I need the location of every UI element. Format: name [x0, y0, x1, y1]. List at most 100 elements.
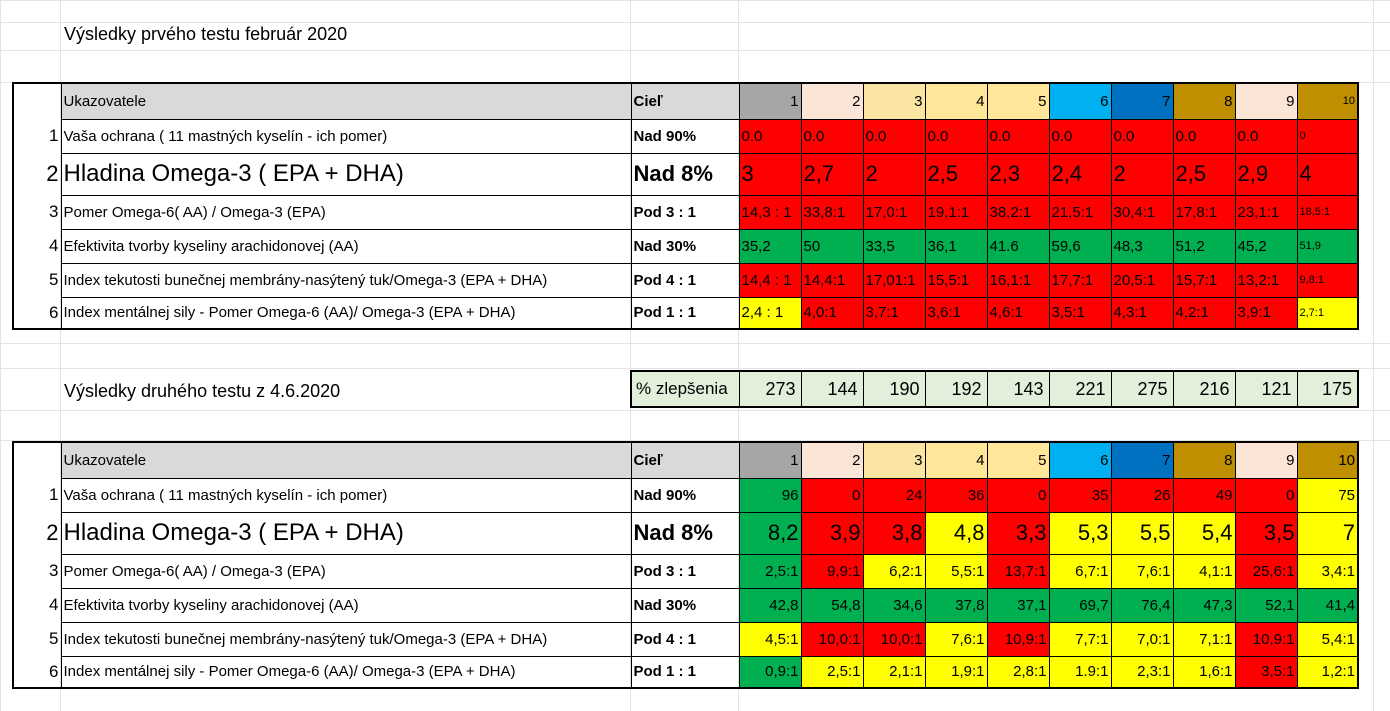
value-cell[interactable]: 51,2: [1172, 228, 1236, 264]
value-cell[interactable]: 0.0: [924, 118, 988, 154]
value-cell[interactable]: 2,9: [1234, 152, 1298, 196]
header-column-cell[interactable]: 5: [986, 441, 1050, 479]
value-cell[interactable]: 30,4:1: [1110, 194, 1174, 230]
value-cell[interactable]: 0.0: [1172, 118, 1236, 154]
goal-cell[interactable]: Pod 1 : 1: [630, 655, 740, 689]
value-cell[interactable]: 2,4: [1048, 152, 1112, 196]
value-cell[interactable]: 4,3:1: [1110, 296, 1174, 330]
value-cell[interactable]: 3,6:1: [924, 296, 988, 330]
goal-cell[interactable]: Nad 30%: [630, 587, 740, 623]
header-column-cell[interactable]: 2: [800, 441, 864, 479]
value-cell[interactable]: 0.0: [800, 118, 864, 154]
improvement-cell[interactable]: 121: [1234, 370, 1298, 408]
header-column-cell[interactable]: 7: [1110, 441, 1174, 479]
value-cell[interactable]: 3,8: [862, 511, 926, 555]
header-column-cell[interactable]: 4: [924, 441, 988, 479]
value-cell[interactable]: 2,1:1: [862, 655, 926, 689]
header-column-cell[interactable]: 5: [986, 82, 1050, 120]
indicator-label[interactable]: Index tekutosti bunečnej membrány-nasýte…: [60, 262, 632, 298]
value-cell[interactable]: 2,5: [924, 152, 988, 196]
value-cell[interactable]: 42,8: [738, 587, 802, 623]
header-column-cell[interactable]: 1: [738, 82, 802, 120]
value-cell[interactable]: 4: [1296, 152, 1359, 196]
value-cell[interactable]: 45,2: [1234, 228, 1298, 264]
improvement-label[interactable]: % zlepšenia: [630, 370, 740, 408]
value-cell[interactable]: 4,6:1: [986, 296, 1050, 330]
value-cell[interactable]: 10,0:1: [800, 621, 864, 657]
value-cell[interactable]: 2,4 : 1: [738, 296, 802, 330]
value-cell[interactable]: 25,6:1: [1234, 553, 1298, 589]
indicator-label[interactable]: Hladina Omega-3 ( EPA + DHA): [60, 511, 632, 555]
value-cell[interactable]: 38,2:1: [986, 194, 1050, 230]
value-cell[interactable]: 10,0:1: [862, 621, 926, 657]
header-column-cell[interactable]: 10: [1296, 441, 1359, 479]
header-label-cell[interactable]: Ukazovatele: [60, 82, 632, 120]
value-cell[interactable]: 4,2:1: [1172, 296, 1236, 330]
value-cell[interactable]: 5,4: [1172, 511, 1236, 555]
value-cell[interactable]: 0.0: [738, 118, 802, 154]
value-cell[interactable]: 16,1:1: [986, 262, 1050, 298]
improvement-cell[interactable]: 275: [1110, 370, 1174, 408]
header-column-cell[interactable]: 8: [1172, 441, 1236, 479]
value-cell[interactable]: 3,4:1: [1296, 553, 1359, 589]
value-cell[interactable]: 14,3 : 1: [738, 194, 802, 230]
value-cell[interactable]: 47,3: [1172, 587, 1236, 623]
value-cell[interactable]: 0: [800, 477, 864, 513]
goal-cell[interactable]: Pod 4 : 1: [630, 262, 740, 298]
value-cell[interactable]: 0: [1296, 118, 1359, 154]
value-cell[interactable]: 2,7:1: [1296, 296, 1359, 330]
value-cell[interactable]: 48,3: [1110, 228, 1174, 264]
goal-cell[interactable]: Pod 3 : 1: [630, 194, 740, 230]
indicator-label[interactable]: Index tekutosti bunečnej membrány-nasýte…: [60, 621, 632, 657]
header-column-cell[interactable]: 7: [1110, 82, 1174, 120]
value-cell[interactable]: 0.0: [1234, 118, 1298, 154]
value-cell[interactable]: 50: [800, 228, 864, 264]
indicator-label[interactable]: Vaša ochrana ( 11 mastných kyselín - ich…: [60, 118, 632, 154]
header-goal-cell[interactable]: Cieľ: [630, 82, 740, 120]
value-cell[interactable]: 17,01:1: [862, 262, 926, 298]
header-column-cell[interactable]: 8: [1172, 82, 1236, 120]
header-column-cell[interactable]: 3: [862, 82, 926, 120]
value-cell[interactable]: 7,0:1: [1110, 621, 1174, 657]
value-cell[interactable]: 15,7:1: [1172, 262, 1236, 298]
header-column-cell[interactable]: 2: [800, 82, 864, 120]
improvement-cell[interactable]: 143: [986, 370, 1050, 408]
value-cell[interactable]: 17,8:1: [1172, 194, 1236, 230]
value-cell[interactable]: 2,7: [800, 152, 864, 196]
value-cell[interactable]: 14,4:1: [800, 262, 864, 298]
value-cell[interactable]: 5,4:1: [1296, 621, 1359, 657]
value-cell[interactable]: 51,9: [1296, 228, 1359, 264]
value-cell[interactable]: 6,7:1: [1048, 553, 1112, 589]
value-cell[interactable]: 5,5:1: [924, 553, 988, 589]
indicator-label[interactable]: Pomer Omega-6( AA) / Omega-3 (EPA): [60, 553, 632, 589]
value-cell[interactable]: 3: [738, 152, 802, 196]
value-cell[interactable]: 3,5:1: [1234, 655, 1298, 689]
value-cell[interactable]: 5,3: [1048, 511, 1112, 555]
value-cell[interactable]: 7,6:1: [1110, 553, 1174, 589]
value-cell[interactable]: 3,5: [1234, 511, 1298, 555]
value-cell[interactable]: 1,9:1: [924, 655, 988, 689]
value-cell[interactable]: 17,0:1: [862, 194, 926, 230]
value-cell[interactable]: 41.6: [986, 228, 1050, 264]
value-cell[interactable]: 17,7:1: [1048, 262, 1112, 298]
header-label-cell[interactable]: Ukazovatele: [60, 441, 632, 479]
value-cell[interactable]: 26: [1110, 477, 1174, 513]
value-cell[interactable]: 49: [1172, 477, 1236, 513]
value-cell[interactable]: 2: [1110, 152, 1174, 196]
indicator-label[interactable]: Efektivita tvorby kyseliny arachidonovej…: [60, 587, 632, 623]
header-column-cell[interactable]: 3: [862, 441, 926, 479]
header-column-cell[interactable]: 6: [1048, 82, 1112, 120]
goal-cell[interactable]: Pod 3 : 1: [630, 553, 740, 589]
value-cell[interactable]: 34,6: [862, 587, 926, 623]
value-cell[interactable]: 33,5: [862, 228, 926, 264]
value-cell[interactable]: 4,0:1: [800, 296, 864, 330]
improvement-cell[interactable]: 273: [738, 370, 802, 408]
header-column-cell[interactable]: 9: [1234, 82, 1298, 120]
value-cell[interactable]: 35,2: [738, 228, 802, 264]
header-goal-cell[interactable]: Cieľ: [630, 441, 740, 479]
value-cell[interactable]: 3,9:1: [1234, 296, 1298, 330]
value-cell[interactable]: 7,7:1: [1048, 621, 1112, 657]
value-cell[interactable]: 0.0: [1048, 118, 1112, 154]
value-cell[interactable]: 75: [1296, 477, 1359, 513]
value-cell[interactable]: 23,1:1: [1234, 194, 1298, 230]
